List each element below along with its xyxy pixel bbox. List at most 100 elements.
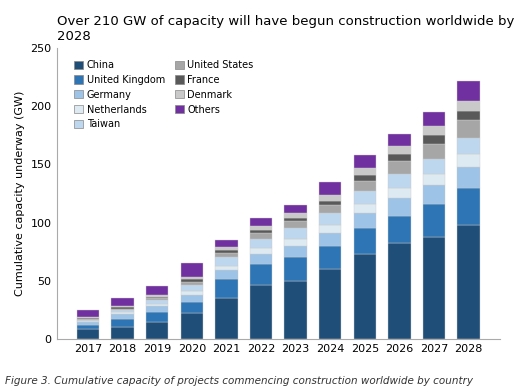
Bar — [77, 320, 99, 321]
Bar — [111, 310, 134, 312]
Bar — [457, 154, 480, 167]
Bar — [146, 298, 168, 300]
Bar — [181, 313, 203, 339]
Bar — [181, 282, 203, 285]
Bar — [284, 205, 307, 213]
Bar — [111, 308, 134, 310]
Bar — [250, 233, 272, 239]
Bar — [388, 174, 410, 188]
Bar — [457, 120, 480, 138]
Bar — [457, 225, 480, 339]
Bar — [250, 230, 272, 233]
Bar — [319, 246, 341, 269]
Bar — [388, 216, 410, 244]
Bar — [111, 298, 134, 306]
Bar — [353, 191, 376, 204]
Bar — [250, 239, 272, 248]
Bar — [388, 161, 410, 174]
Bar — [457, 81, 480, 100]
Bar — [353, 254, 376, 339]
Bar — [215, 298, 237, 339]
Bar — [250, 248, 272, 254]
Bar — [423, 135, 445, 144]
Bar — [215, 247, 237, 251]
Bar — [215, 270, 237, 279]
Bar — [146, 294, 168, 297]
Bar — [457, 138, 480, 154]
Bar — [146, 312, 168, 322]
Bar — [284, 222, 307, 229]
Bar — [353, 168, 376, 175]
Bar — [215, 257, 237, 265]
Bar — [181, 294, 203, 301]
Y-axis label: Cumulative capacity underway (GW): Cumulative capacity underway (GW) — [15, 91, 25, 296]
Bar — [77, 319, 99, 320]
Text: Over 210 GW of capacity will have begun construction worldwide by
2028: Over 210 GW of capacity will have begun … — [57, 15, 514, 43]
Bar — [146, 297, 168, 298]
Bar — [181, 301, 203, 313]
Bar — [215, 279, 237, 298]
Bar — [457, 100, 480, 111]
Bar — [111, 306, 134, 307]
Bar — [319, 225, 341, 233]
Bar — [284, 213, 307, 218]
Bar — [181, 291, 203, 294]
Bar — [319, 205, 341, 213]
Bar — [77, 317, 99, 318]
Bar — [457, 111, 480, 120]
Bar — [423, 112, 445, 126]
Bar — [319, 195, 341, 201]
Bar — [284, 246, 307, 257]
Bar — [77, 329, 99, 339]
Bar — [77, 321, 99, 322]
Bar — [319, 182, 341, 195]
Bar — [250, 226, 272, 230]
Bar — [146, 304, 168, 306]
Bar — [423, 237, 445, 339]
Bar — [181, 277, 203, 279]
Bar — [250, 264, 272, 285]
Bar — [423, 144, 445, 159]
Bar — [111, 319, 134, 327]
Bar — [284, 239, 307, 246]
Bar — [388, 198, 410, 216]
Bar — [77, 318, 99, 319]
Bar — [423, 185, 445, 204]
Bar — [111, 312, 134, 314]
Bar — [423, 174, 445, 185]
Bar — [111, 314, 134, 319]
Bar — [423, 159, 445, 174]
Bar — [388, 188, 410, 198]
Legend: China, United Kingdom, Germany, Netherlands, Taiwan, United States, France, Denm: China, United Kingdom, Germany, Netherla… — [70, 56, 258, 133]
Bar — [388, 244, 410, 339]
Bar — [423, 126, 445, 135]
Bar — [319, 213, 341, 225]
Bar — [215, 240, 237, 247]
Bar — [457, 188, 480, 225]
Bar — [353, 204, 376, 213]
Bar — [77, 310, 99, 317]
Bar — [388, 154, 410, 161]
Bar — [215, 253, 237, 257]
Bar — [388, 146, 410, 154]
Bar — [146, 306, 168, 312]
Bar — [457, 167, 480, 188]
Bar — [181, 285, 203, 291]
Bar — [353, 155, 376, 168]
Bar — [181, 263, 203, 277]
Bar — [111, 307, 134, 308]
Bar — [353, 181, 376, 191]
Bar — [319, 269, 341, 339]
Bar — [284, 218, 307, 222]
Bar — [77, 322, 99, 325]
Bar — [353, 175, 376, 181]
Bar — [423, 204, 445, 237]
Bar — [319, 233, 341, 246]
Bar — [284, 281, 307, 339]
Bar — [215, 251, 237, 253]
Bar — [250, 254, 272, 264]
Bar — [284, 229, 307, 239]
Bar — [388, 134, 410, 146]
Bar — [146, 322, 168, 339]
Bar — [353, 229, 376, 254]
